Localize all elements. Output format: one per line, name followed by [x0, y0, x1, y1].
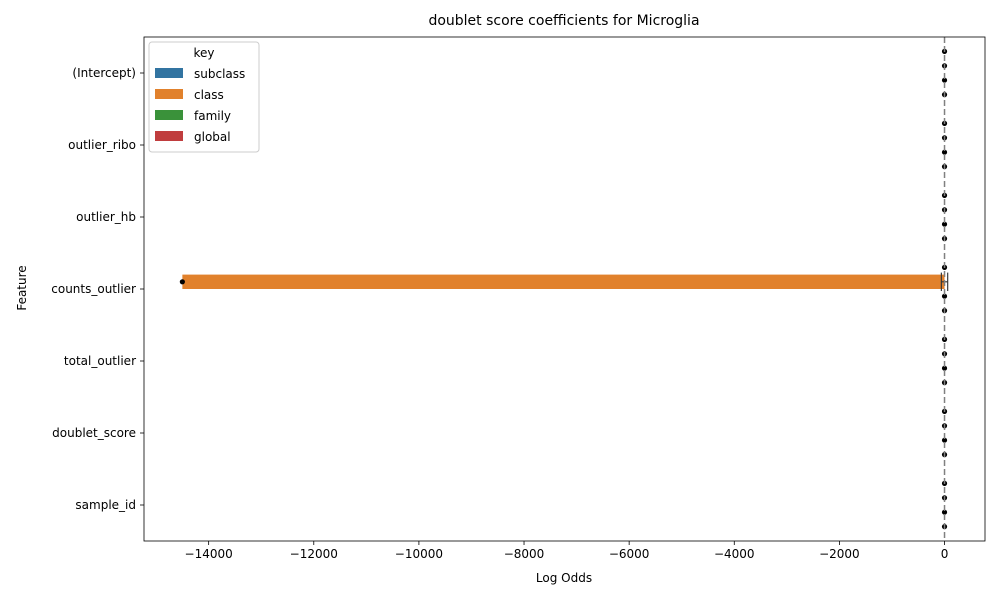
y-tick-label: (Intercept) [72, 66, 136, 80]
legend-swatch-class [155, 89, 183, 99]
y-tick-label: doublet_score [52, 426, 136, 440]
x-axis-label: Log Odds [536, 571, 592, 585]
y-tick-label: sample_id [75, 498, 136, 512]
y-tick-label: outlier_hb [76, 210, 136, 224]
point-family-doublet_score [941, 437, 948, 443]
y-axis-label: Feature [15, 265, 29, 310]
legend-title: key [193, 46, 214, 60]
point-class-counts_outlier [179, 279, 185, 285]
legend-swatch-global [155, 131, 183, 141]
x-tick-label: 0 [941, 547, 949, 561]
chart-title: doublet score coefficients for Microglia [428, 13, 699, 29]
legend-label-subclass: subclass [194, 67, 245, 81]
legend-swatch-family [155, 110, 183, 120]
x-tick-label: −14000 [185, 547, 233, 561]
legend-label-class: class [194, 88, 224, 102]
legend-swatch-subclass [155, 68, 183, 78]
legend-label-family: family [194, 109, 231, 123]
legend: key subclass class family global [148, 41, 260, 153]
point-family-(Intercept) [941, 77, 948, 83]
y-axis: (Intercept) outlier_ribo outlier_hb counts_… [51, 66, 144, 512]
x-axis: −14000 −12000 −10000 −8000 −6000 −4000 −2000 0 [185, 541, 949, 561]
x-tick-label: −2000 [819, 547, 860, 561]
x-tick-label: −12000 [290, 547, 338, 561]
x-tick-label: −10000 [395, 547, 443, 561]
point-family-sample_id [941, 509, 948, 515]
y-tick-label: total_outlier [64, 354, 136, 368]
y-tick-label: counts_outlier [51, 282, 136, 296]
bar-class-counts_outlier [182, 274, 945, 289]
plot-area [143, 36, 986, 542]
y-tick-label: outlier_ribo [68, 138, 136, 152]
point-family-total_outlier [941, 365, 948, 371]
legend-label-global: global [194, 130, 231, 144]
point-family-outlier_ribo [941, 149, 948, 155]
x-tick-label: −4000 [714, 547, 755, 561]
point-family-outlier_hb [941, 221, 948, 227]
point-family-counts_outlier [941, 293, 948, 299]
x-tick-label: −6000 [609, 547, 650, 561]
x-tick-label: −8000 [504, 547, 545, 561]
